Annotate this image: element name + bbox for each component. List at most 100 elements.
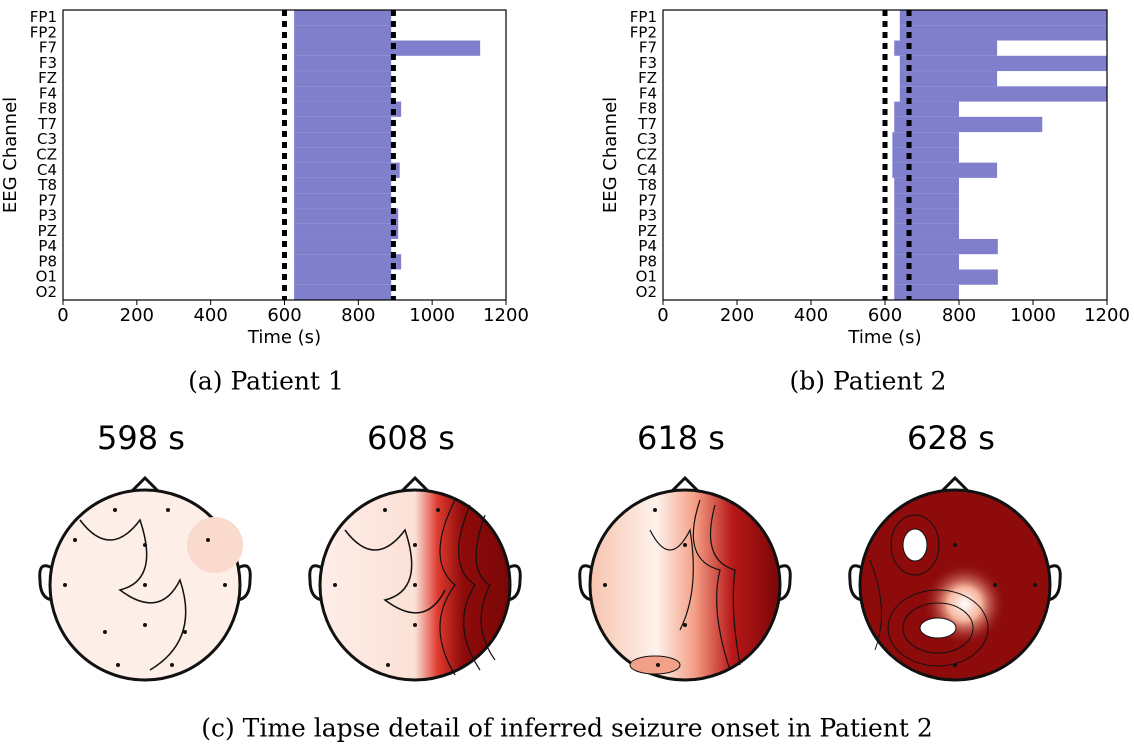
bar — [294, 254, 402, 270]
y-tick-label: CZ — [636, 146, 657, 164]
bar — [894, 177, 959, 194]
y-tick-label: T8 — [37, 176, 57, 194]
y-tick-label: O1 — [36, 268, 57, 286]
bar — [294, 223, 399, 239]
y-tick-label: P7 — [38, 191, 57, 209]
y-tick-label: F7 — [639, 39, 657, 57]
y-tick-label: O2 — [636, 283, 657, 301]
caption: (b) Patient 2 — [790, 367, 947, 396]
topomap-title: 618 s — [637, 419, 725, 457]
y-tick-label: T8 — [637, 176, 657, 194]
y-tick-label: P7 — [638, 191, 657, 209]
caption: (c) Time lapse detail of inferred seizur… — [201, 714, 933, 743]
x-axis-label: Time (s) — [847, 327, 921, 348]
topomap-title: 598 s — [97, 419, 185, 457]
bar — [294, 116, 392, 133]
head — [38, 475, 252, 682]
bar — [894, 223, 959, 239]
bar — [899, 10, 1107, 26]
bar — [294, 269, 392, 285]
x-tick-label: 400 — [193, 305, 227, 326]
y-tick-label: C4 — [637, 161, 657, 179]
y-tick-label: P8 — [638, 252, 657, 270]
y-tick-label: P3 — [38, 207, 57, 225]
bar — [892, 147, 959, 163]
bar — [894, 101, 959, 117]
bar — [294, 177, 392, 194]
bar — [294, 238, 392, 255]
y-tick-label: T7 — [637, 115, 657, 133]
bar — [899, 86, 1107, 102]
y-tick-label: FP1 — [30, 8, 57, 26]
bar — [294, 132, 392, 148]
bar — [894, 284, 959, 300]
bar — [894, 254, 959, 270]
y-tick-label: PZ — [638, 222, 657, 240]
bar — [294, 162, 400, 178]
x-tick-label: 600 — [868, 305, 902, 326]
bar — [894, 208, 959, 224]
y-tick-label: PZ — [38, 222, 57, 240]
bar — [294, 10, 392, 26]
bar — [294, 25, 392, 41]
head — [308, 475, 522, 682]
y-tick-label: F8 — [39, 100, 57, 118]
bar — [894, 269, 998, 285]
x-tick-label: 1200 — [1084, 305, 1130, 326]
y-tick-label: P3 — [638, 207, 657, 225]
bar — [294, 208, 399, 224]
y-tick-label: C4 — [37, 161, 57, 179]
topomap-title: 608 s — [367, 419, 455, 457]
x-tick-label: 400 — [794, 305, 828, 326]
y-tick-label: FZ — [38, 69, 57, 87]
y-tick-label: F3 — [639, 54, 657, 72]
y-tick-label: P8 — [38, 252, 57, 270]
x-tick-label: 1000 — [1010, 305, 1056, 326]
x-tick-label: 800 — [341, 305, 375, 326]
x-tick-label: 800 — [942, 305, 976, 326]
y-tick-label: C3 — [37, 130, 57, 148]
bar — [294, 71, 392, 87]
y-tick-label: F8 — [639, 100, 657, 118]
y-tick-label: FP2 — [30, 23, 57, 41]
caption: (a) Patient 1 — [188, 367, 344, 396]
topomap-title: 628 s — [907, 419, 995, 457]
bar — [294, 40, 481, 56]
y-tick-label: FZ — [638, 69, 657, 87]
y-tick-label: FP1 — [630, 8, 657, 26]
y-tick-label: T7 — [37, 115, 57, 133]
bar — [892, 132, 959, 148]
x-tick-label: 1000 — [409, 305, 455, 326]
y-tick-label: O1 — [636, 268, 657, 286]
bar — [294, 86, 392, 102]
topomap-dots — [63, 508, 1037, 667]
y-tick-label: C3 — [637, 130, 657, 148]
y-tick-label: F4 — [639, 84, 657, 102]
bar — [894, 116, 1043, 133]
x-tick-label: 0 — [657, 305, 668, 326]
bar — [294, 147, 392, 163]
bar — [894, 193, 959, 209]
head — [578, 475, 792, 682]
bar — [899, 25, 1107, 41]
topomap-heads — [38, 475, 1062, 682]
y-tick-label: P4 — [38, 237, 57, 255]
y-axis-label: EEG Channel — [600, 97, 621, 213]
bar — [899, 71, 998, 87]
y-tick-label: F3 — [39, 54, 57, 72]
y-tick-label: O2 — [36, 283, 57, 301]
x-tick-label: 1200 — [483, 305, 529, 326]
bar — [899, 55, 1107, 72]
head — [848, 475, 1062, 682]
y-axis-label: EEG Channel — [0, 97, 21, 213]
bar — [894, 40, 998, 56]
bar — [294, 193, 392, 209]
bar — [294, 284, 392, 300]
y-tick-label: FP2 — [630, 23, 657, 41]
y-tick-label: CZ — [36, 146, 57, 164]
y-tick-label: F7 — [39, 39, 57, 57]
bar — [894, 238, 998, 255]
bar — [294, 55, 392, 72]
x-axis-label: Time (s) — [247, 327, 321, 348]
